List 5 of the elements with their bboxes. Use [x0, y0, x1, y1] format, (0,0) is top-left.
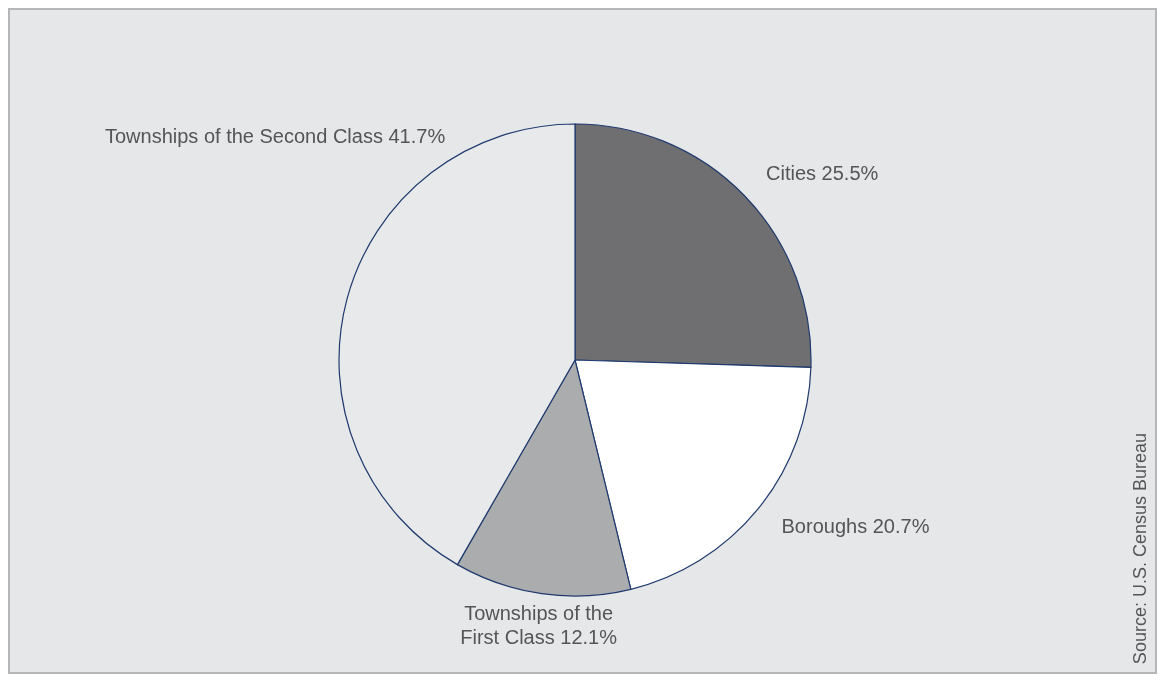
slice-label: Boroughs 20.7% — [781, 514, 930, 537]
slice-label: Townships of the Second Class 41.7% — [105, 125, 446, 148]
slice-label: Cities 25.5% — [766, 162, 879, 185]
slice-label: Townships of the First Class 12.1% — [460, 602, 618, 649]
source-note: Source: U.S. Census Bureau — [1130, 432, 1151, 664]
